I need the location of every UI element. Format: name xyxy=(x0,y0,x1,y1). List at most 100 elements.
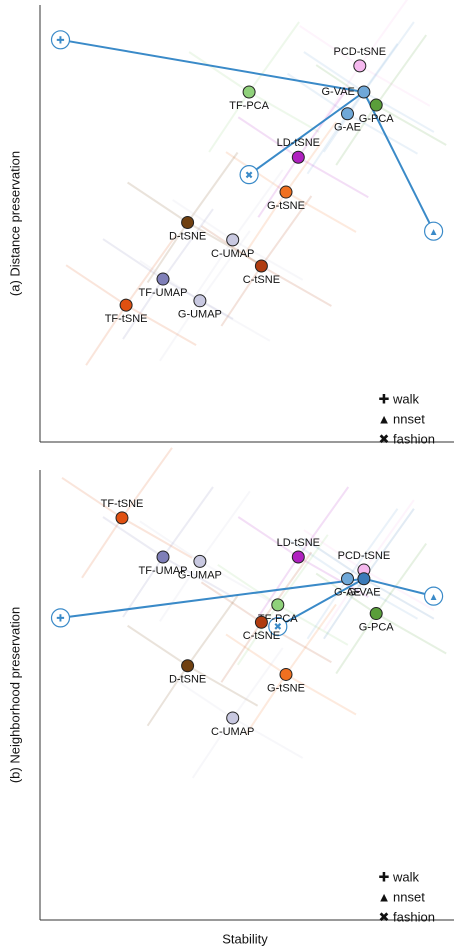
spoke xyxy=(231,647,284,719)
spoke xyxy=(139,520,201,563)
spoke xyxy=(220,621,263,683)
point xyxy=(156,550,170,564)
point xyxy=(369,98,383,112)
dataset-marker xyxy=(50,608,71,628)
spoke xyxy=(122,278,164,340)
point xyxy=(119,298,133,312)
spoke xyxy=(199,560,271,603)
point-label: G-VAE xyxy=(321,86,354,98)
point-label: TF-PCA xyxy=(258,613,298,625)
spoke xyxy=(125,304,197,347)
spoke xyxy=(186,595,239,667)
point xyxy=(291,150,305,164)
spoke xyxy=(127,181,189,224)
spoke xyxy=(285,673,357,716)
spoke xyxy=(375,34,428,106)
spoke xyxy=(220,265,263,327)
spoke xyxy=(335,104,378,166)
point xyxy=(254,259,268,273)
spoke xyxy=(232,239,304,281)
spoke xyxy=(217,564,279,606)
spoke xyxy=(188,51,250,93)
y-axis-label: (a) Distance preservation xyxy=(7,151,22,296)
spoke xyxy=(245,191,287,253)
point xyxy=(226,711,240,725)
point-label: G-PCA xyxy=(359,621,395,633)
spoke xyxy=(260,265,332,307)
point xyxy=(357,85,371,99)
spoke xyxy=(375,542,428,615)
spoke xyxy=(237,116,299,159)
dataset-marker xyxy=(268,616,288,637)
spoke xyxy=(303,51,365,93)
spoke xyxy=(297,156,369,199)
spoke xyxy=(102,516,164,558)
point xyxy=(156,272,170,286)
spoke xyxy=(323,91,365,153)
point-label: C-tSNE xyxy=(243,274,280,286)
spoke xyxy=(260,551,313,623)
spoke xyxy=(318,65,361,127)
spoke xyxy=(375,104,447,146)
spoke xyxy=(359,65,431,107)
spoke xyxy=(208,91,250,153)
spoke xyxy=(277,603,349,646)
spoke xyxy=(363,508,415,580)
spoke xyxy=(375,612,447,655)
dataset-symbol: ✚ xyxy=(56,35,64,46)
spoke xyxy=(187,221,259,264)
dataset-marker xyxy=(239,165,259,185)
point xyxy=(242,85,256,99)
spoke xyxy=(358,0,409,67)
spoke xyxy=(121,447,173,519)
legend-symbol: ✚ xyxy=(379,869,390,884)
point xyxy=(193,294,207,308)
spoke xyxy=(306,578,349,640)
dataset-symbol: ✖ xyxy=(274,622,282,633)
spoke xyxy=(172,199,234,241)
spoke xyxy=(139,259,201,302)
dataset-symbol: ✖ xyxy=(245,170,253,181)
point-label: TF-tSNE xyxy=(101,498,144,510)
dataset-link xyxy=(363,91,435,232)
spoke xyxy=(225,633,287,676)
x-axis-label: Stability xyxy=(222,931,268,946)
point-label: D-tSNE xyxy=(169,230,206,242)
point-label: D-tSNE xyxy=(169,674,206,686)
point-label: PCD-tSNE xyxy=(338,550,391,562)
spoke xyxy=(191,239,234,301)
spoke xyxy=(297,556,369,598)
point-label: PCD-tSNE xyxy=(334,46,387,58)
spoke xyxy=(146,221,189,284)
spoke xyxy=(162,486,214,558)
point-label: C-UMAP xyxy=(211,248,254,260)
spoke xyxy=(237,516,299,558)
point-label: G-UMAP xyxy=(178,309,222,321)
spoke xyxy=(286,537,349,580)
dataset-symbol: ▲ xyxy=(429,592,439,603)
point xyxy=(115,511,129,525)
point-label: TF-tSNE xyxy=(105,313,148,325)
dataset-marker xyxy=(424,586,444,606)
spoke xyxy=(61,477,123,519)
spoke xyxy=(162,208,214,280)
point-label: C-tSNE xyxy=(243,630,280,642)
legend-label: nnset xyxy=(393,411,425,426)
spoke xyxy=(187,664,259,707)
spoke xyxy=(347,577,418,620)
spoke xyxy=(363,577,435,620)
spoke xyxy=(172,677,234,719)
point-label: TF-UMAP xyxy=(139,565,188,577)
point xyxy=(226,233,240,247)
point xyxy=(193,554,207,568)
spoke xyxy=(162,556,234,598)
point xyxy=(181,216,195,229)
spoke xyxy=(232,717,304,759)
point-label: G-tSNE xyxy=(267,200,305,212)
spoke xyxy=(346,508,399,580)
spoke xyxy=(303,529,365,571)
point xyxy=(357,572,371,586)
legend-symbol: ✖ xyxy=(379,431,390,446)
